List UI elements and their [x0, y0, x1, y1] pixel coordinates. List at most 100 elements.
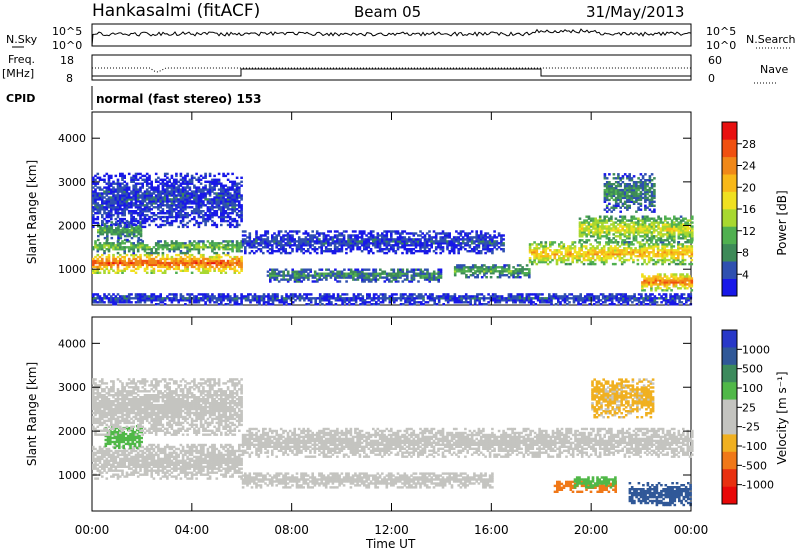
data-cell	[284, 248, 287, 250]
data-cell	[646, 189, 649, 191]
data-cell	[589, 243, 592, 245]
data-cell	[123, 175, 126, 177]
data-cell	[182, 270, 185, 272]
data-cell	[307, 273, 310, 275]
data-cell	[594, 218, 597, 220]
data-cell	[628, 219, 631, 221]
data-cell	[682, 273, 685, 275]
data-cell	[439, 252, 442, 254]
data-cell	[137, 183, 140, 185]
data-cell	[489, 234, 492, 236]
data-cell	[225, 175, 228, 177]
data-cell	[137, 188, 140, 190]
data-cell	[227, 173, 230, 175]
data-cell	[424, 273, 427, 275]
data-cell	[186, 212, 189, 214]
data-cell	[653, 235, 656, 237]
data-cell	[141, 179, 144, 181]
data-cell	[162, 224, 165, 226]
data-cell	[182, 224, 185, 226]
data-cell	[479, 266, 482, 268]
data-cell	[421, 232, 424, 234]
data-cell	[642, 197, 645, 199]
data-cell	[624, 229, 627, 231]
data-cell	[375, 269, 378, 271]
data-cell	[502, 242, 505, 244]
data-cell	[379, 269, 382, 271]
data-cell	[209, 198, 212, 200]
data-cell	[229, 240, 232, 242]
data-cell	[175, 258, 178, 260]
data-cell	[601, 235, 604, 237]
data-cell	[684, 259, 687, 261]
data-cell	[639, 223, 642, 225]
data-cell	[195, 173, 198, 175]
data-cell	[356, 234, 359, 236]
data-cell	[410, 232, 413, 234]
data-cell	[171, 256, 174, 258]
data-cell	[583, 263, 586, 265]
data-cell	[153, 252, 156, 254]
data-cell	[171, 183, 174, 185]
data-cell	[234, 218, 237, 220]
data-cell	[691, 259, 694, 261]
data-cell	[94, 256, 97, 258]
data-cell	[617, 203, 620, 205]
data-cell	[175, 240, 178, 242]
data-cell	[291, 234, 294, 236]
data-cell	[455, 230, 458, 232]
data-cell	[678, 221, 681, 223]
data-cell	[162, 262, 165, 264]
data-cell	[614, 263, 617, 265]
data-cell	[503, 274, 506, 276]
data-cell	[664, 279, 667, 281]
data-cell	[589, 247, 592, 249]
data-cell	[157, 252, 160, 254]
data-cell	[97, 216, 100, 218]
data-cell	[547, 253, 550, 255]
data-cell	[99, 242, 102, 244]
data-cell	[691, 289, 694, 291]
data-cell	[440, 269, 443, 271]
data-cell	[166, 181, 169, 183]
data-cell	[209, 206, 212, 208]
data-cell	[234, 262, 237, 264]
data-cell	[653, 183, 656, 185]
data-cell	[103, 179, 106, 181]
data-cell	[652, 275, 655, 277]
data-cell	[622, 189, 625, 191]
data-cell	[338, 238, 341, 240]
data-cell	[426, 269, 429, 271]
data-cell	[166, 262, 169, 264]
data-cell	[648, 243, 651, 245]
data-cell	[643, 275, 646, 277]
data-cell	[632, 259, 635, 261]
data-cell	[146, 218, 149, 220]
data-cell	[580, 253, 583, 255]
data-cell	[574, 245, 577, 247]
nsky-label: N.Sky	[6, 33, 38, 46]
data-cell	[585, 239, 588, 241]
data-cell	[229, 216, 232, 218]
data-cell	[606, 177, 609, 179]
data-cell	[368, 236, 371, 238]
data-cell	[251, 250, 254, 252]
data-cell	[195, 258, 198, 260]
data-cell	[182, 252, 185, 254]
data-cell	[238, 242, 241, 244]
data-cell	[162, 244, 165, 246]
data-cell	[132, 175, 135, 177]
data-cell	[314, 246, 317, 248]
data-cell	[209, 173, 212, 175]
data-cell	[128, 210, 131, 212]
data-cell	[598, 255, 601, 257]
data-cell	[162, 220, 165, 222]
data-cell	[148, 175, 151, 177]
data-cell	[278, 271, 281, 273]
data-cell	[350, 269, 353, 271]
data-cell	[686, 245, 689, 247]
data-cell	[141, 175, 144, 177]
data-cell	[551, 251, 554, 253]
data-cell	[186, 173, 189, 175]
data-cell	[366, 273, 369, 275]
